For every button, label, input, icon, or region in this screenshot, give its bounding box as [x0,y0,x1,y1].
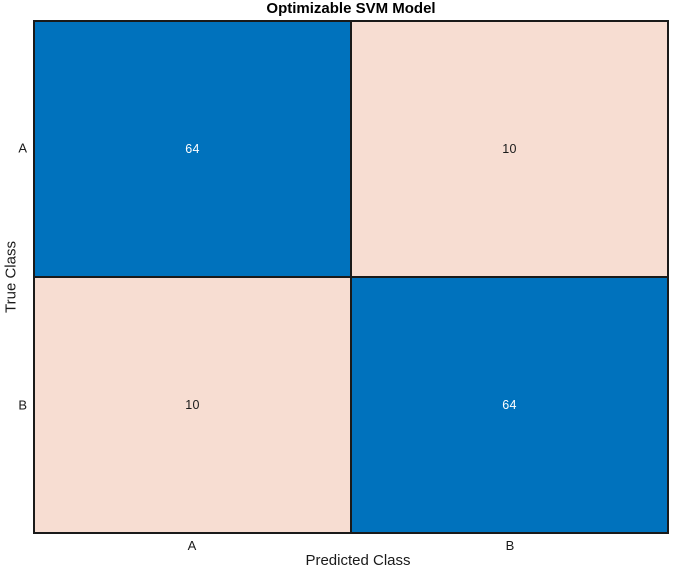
x-tick-label-b: B [505,538,515,553]
cell-true-b-pred-a: 10 [35,278,350,532]
x-axis-label: Predicted Class [305,552,411,569]
x-tick-label-a: A [187,538,197,553]
cell-true-b-pred-b: 64 [352,278,667,532]
cell-true-a-pred-b: 10 [352,22,667,276]
y-tick-label-b: B [18,397,27,413]
matrix-plot-area: 64 10 10 64 [33,20,669,534]
cell-true-a-pred-a: 64 [35,22,350,276]
y-tick-label-a: A [18,140,27,156]
y-axis-label: True Class [2,241,20,313]
chart-title: Optimizable SVM Model [266,0,436,17]
